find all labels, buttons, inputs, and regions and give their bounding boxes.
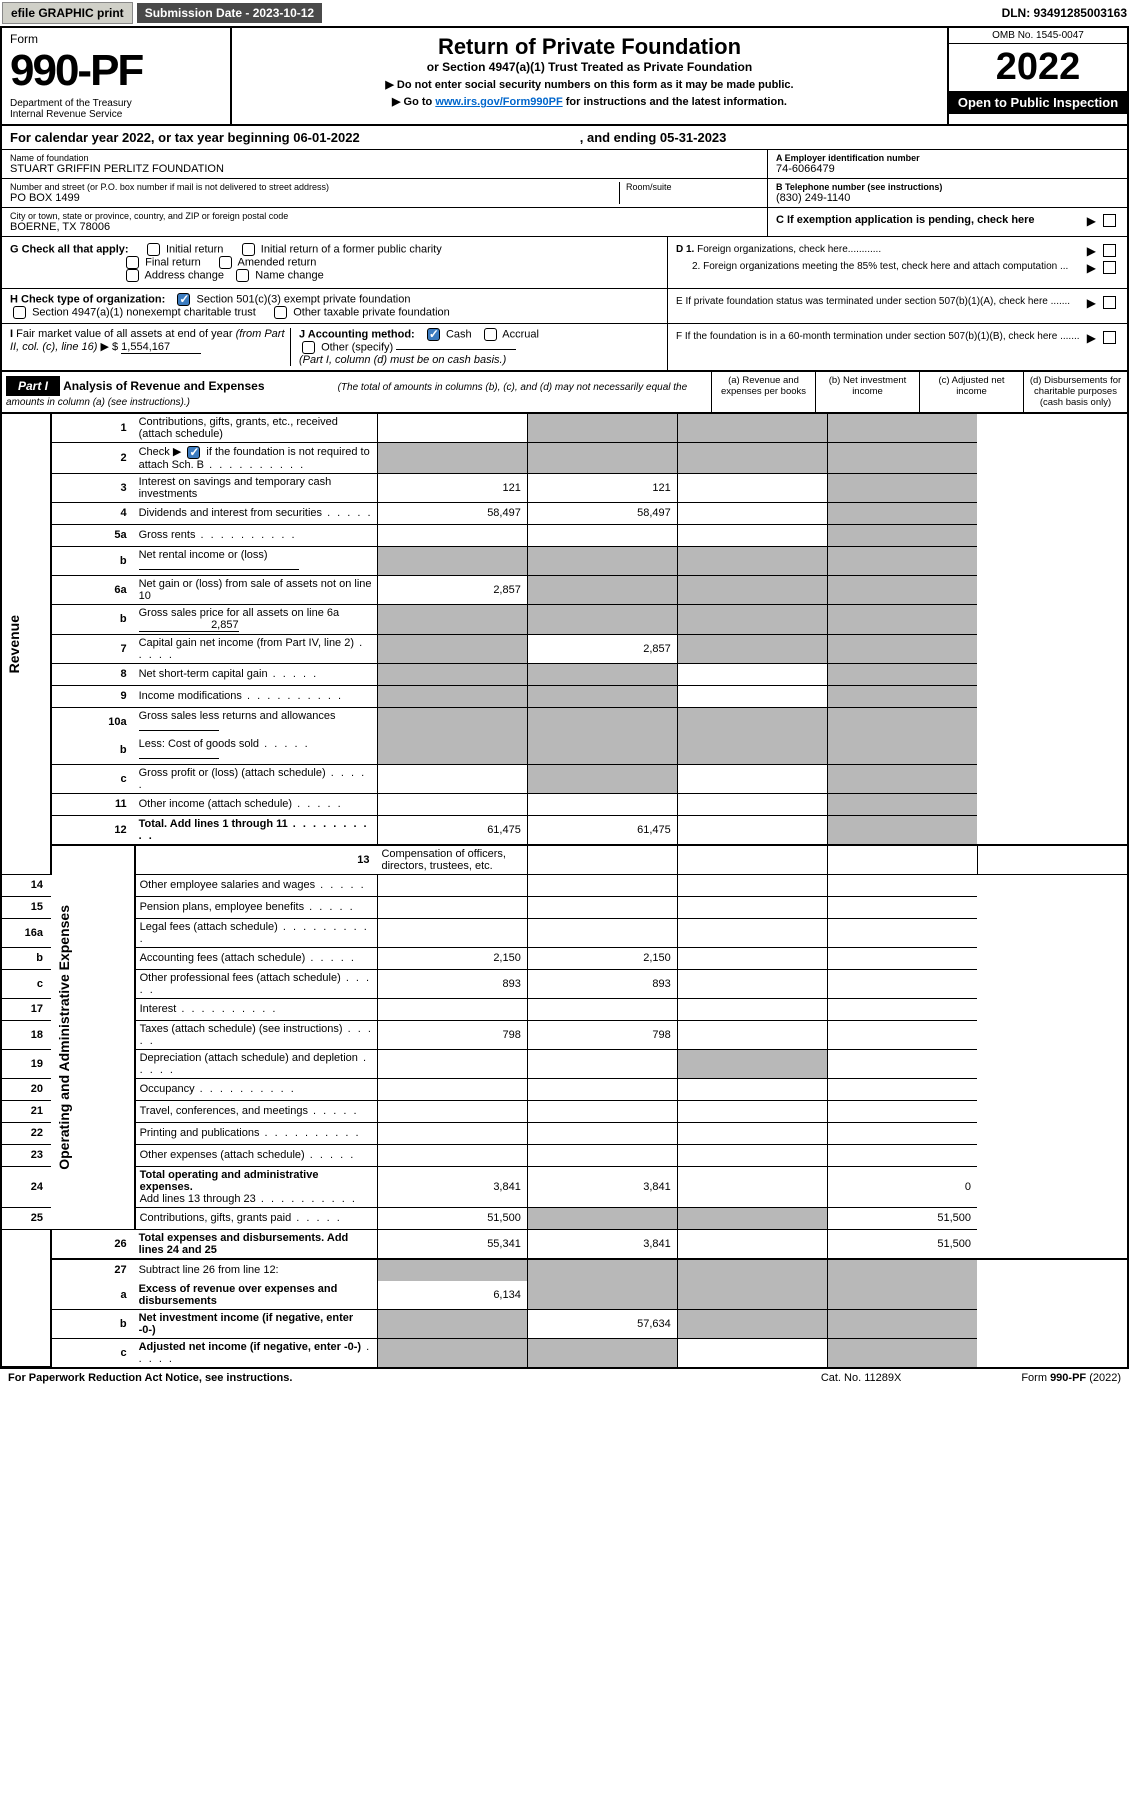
paperwork-notice: For Paperwork Reduction Act Notice, see … xyxy=(8,1372,821,1384)
part-label: Part I xyxy=(6,376,60,396)
g-row: G Check all that apply: Initial return I… xyxy=(10,243,659,282)
ein-label: A Employer identification number xyxy=(776,153,1119,163)
room-label: Room/suite xyxy=(626,182,759,192)
form-label: Form xyxy=(10,32,222,46)
revenue-side-label: Revenue xyxy=(6,615,22,673)
cal-year-begin: For calendar year 2022, or tax year begi… xyxy=(10,130,360,145)
f-checkbox[interactable] xyxy=(1103,331,1116,344)
ein: 74-6066479 xyxy=(776,163,1119,175)
initial-former-checkbox[interactable] xyxy=(242,243,255,256)
instr-1: ▶ Do not enter social security numbers o… xyxy=(242,78,937,91)
other-taxable-checkbox[interactable] xyxy=(274,306,287,319)
form-link[interactable]: www.irs.gov/Form990PF xyxy=(435,96,562,108)
initial-return-checkbox[interactable] xyxy=(147,243,160,256)
pending-checkbox[interactable] xyxy=(1103,214,1116,227)
instr-2: ▶ Go to www.irs.gov/Form990PF for instru… xyxy=(242,95,937,108)
col-a-header: (a) Revenue and expenses per books xyxy=(711,372,815,412)
arrow-icon: ▶ xyxy=(1087,214,1096,228)
schb-checkbox[interactable] xyxy=(187,446,200,459)
city-label: City or town, state or province, country… xyxy=(10,211,759,221)
col-c-header: (c) Adjusted net income xyxy=(919,372,1023,412)
phone: (830) 249-1140 xyxy=(776,192,1119,204)
foundation-name: STUART GRIFFIN PERLITZ FOUNDATION xyxy=(10,163,759,175)
form-number: 990-PF xyxy=(10,46,222,96)
form-title: Return of Private Foundation xyxy=(242,34,937,60)
tax-year: 2022 xyxy=(949,44,1127,91)
col-d-header: (d) Disbursements for charitable purpose… xyxy=(1023,372,1127,412)
open-public: Open to Public Inspection xyxy=(949,91,1127,114)
address: PO BOX 1499 xyxy=(10,192,619,204)
address-change-checkbox[interactable] xyxy=(126,269,139,282)
cal-year-end: , and ending 05-31-2023 xyxy=(580,130,727,145)
4947-checkbox[interactable] xyxy=(13,306,26,319)
cash-checkbox[interactable] xyxy=(427,328,440,341)
form-subtitle: or Section 4947(a)(1) Trust Treated as P… xyxy=(242,60,937,74)
address-label: Number and street (or P.O. box number if… xyxy=(10,182,619,192)
expenses-side-label: Operating and Administrative Expenses xyxy=(56,905,72,1170)
dept-label: Department of the TreasuryInternal Reven… xyxy=(10,98,222,120)
submission-date: Submission Date - 2023-10-12 xyxy=(137,3,322,23)
dln: DLN: 93491285003163 xyxy=(1002,6,1127,20)
col-b-header: (b) Net investment income xyxy=(815,372,919,412)
pending-label: C If exemption application is pending, c… xyxy=(776,214,1083,226)
other-method-checkbox[interactable] xyxy=(302,341,315,354)
amended-return-checkbox[interactable] xyxy=(219,256,232,269)
part-title: Analysis of Revenue and Expenses xyxy=(63,379,264,393)
501c3-checkbox[interactable] xyxy=(177,293,190,306)
fmv-value: 1,554,167 xyxy=(121,341,201,354)
d1-checkbox[interactable] xyxy=(1103,244,1116,257)
phone-label: B Telephone number (see instructions) xyxy=(776,182,1119,192)
cat-no: Cat. No. 11289X xyxy=(821,1372,902,1384)
foundation-name-label: Name of foundation xyxy=(10,153,759,163)
name-change-checkbox[interactable] xyxy=(236,269,249,282)
form-footer: Form 990-PF (2022) xyxy=(1021,1372,1121,1384)
efile-print-button[interactable]: efile GRAPHIC print xyxy=(2,2,133,24)
e-checkbox[interactable] xyxy=(1103,296,1116,309)
accrual-checkbox[interactable] xyxy=(484,328,497,341)
d2-checkbox[interactable] xyxy=(1103,261,1116,274)
revenue-table: Revenue 1Contributions, gifts, grants, e… xyxy=(2,414,1127,1367)
final-return-checkbox[interactable] xyxy=(126,256,139,269)
omb-number: OMB No. 1545-0047 xyxy=(949,28,1127,44)
city: BOERNE, TX 78006 xyxy=(10,221,759,233)
